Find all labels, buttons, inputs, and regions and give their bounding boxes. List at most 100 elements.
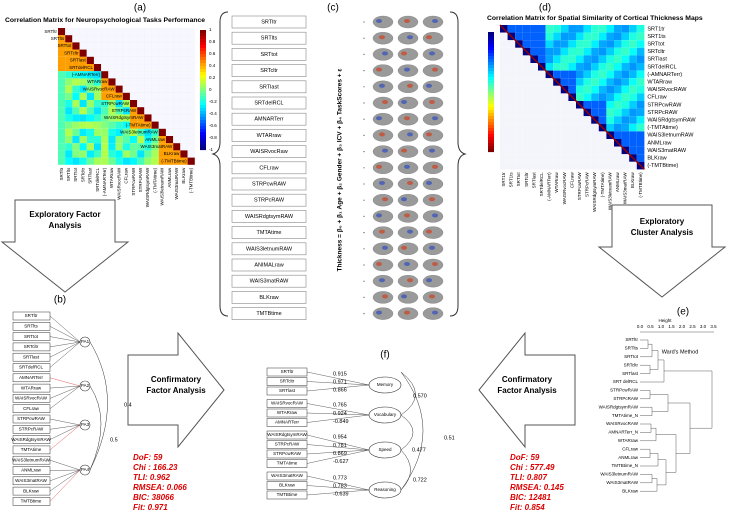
heatmap-cell (94, 157, 102, 165)
heatmap-cell (72, 114, 80, 122)
loading: -0.627 (333, 459, 349, 465)
colorbar-tick: 0.8 (209, 39, 216, 44)
heatmap-cell (151, 63, 159, 72)
heatmap-cell (129, 71, 138, 79)
heatmap-cell (86, 42, 95, 50)
heatmap-cell (165, 78, 174, 86)
heatmap-cell (151, 128, 159, 136)
heatmap-cell (507, 101, 516, 109)
task-box (231, 210, 307, 223)
heatmap-cell (598, 25, 607, 33)
heatmap-cell (108, 92, 116, 100)
colorbar-tick: -1 (209, 147, 213, 152)
heatmap-cell (522, 40, 531, 48)
heatmap-cell (500, 93, 508, 101)
heatmap-cell (583, 139, 592, 147)
axis-tick: 1.0 (658, 324, 665, 329)
heatmap-cell (591, 85, 599, 94)
heatmap-cell (598, 55, 607, 63)
heatmap-cell (522, 123, 531, 132)
heatmap-cell (101, 150, 109, 158)
fit-stat: BIC: 38066 (133, 493, 174, 502)
heatmap-cell (94, 143, 102, 151)
heatmap-cell (629, 139, 637, 147)
heatmap-cell (545, 108, 554, 117)
heatmap-cell (522, 131, 531, 139)
heatmap-cell (545, 131, 554, 139)
indicator-label: WAISRdgtsymRAW (267, 432, 307, 437)
task-box (231, 177, 307, 191)
colorbar (200, 84, 206, 88)
col-label: ANMLraw (167, 167, 172, 188)
heatmap-cell (187, 107, 195, 115)
heatmap-cell (500, 32, 508, 41)
path (49, 385, 81, 399)
heatmap-cell (500, 70, 508, 79)
brain-blob (426, 83, 432, 88)
brain-blob (376, 310, 382, 315)
heatmap-cell (553, 47, 561, 56)
heatmap-cell (507, 154, 516, 162)
heatmap-cell (507, 123, 516, 132)
indicator-label: WAIS3matRAW (271, 473, 303, 478)
heatmap-cell (629, 47, 637, 56)
heatmap-cell (115, 42, 123, 50)
heatmap-cell (507, 25, 516, 33)
heatmap-cell (137, 157, 145, 165)
heatmap-cell (591, 78, 599, 86)
row-label: (-TMTBtime) (647, 163, 678, 169)
heatmap-cell (515, 131, 523, 139)
colorbar (488, 50, 494, 54)
heatmap-cell (621, 131, 630, 139)
heatmap-cell (636, 78, 645, 86)
heatmap-cell (94, 150, 102, 158)
heatmap-cell (65, 85, 73, 93)
task-label: SRTtot (260, 52, 277, 58)
arrow-efa (0, 199, 130, 293)
heatmap-cell (538, 40, 546, 48)
heatmap-cell (560, 40, 569, 48)
heatmap-cell (173, 85, 181, 93)
heatmap-cell (545, 47, 554, 56)
colorbar (200, 33, 206, 37)
indicator-label: WAISRvocRAW (15, 396, 48, 401)
dot (363, 280, 365, 282)
heatmap-cell (173, 42, 181, 50)
path (49, 469, 81, 492)
arrow-label: Confirmatory (151, 375, 202, 384)
colorbar-tick: 0 (209, 87, 212, 92)
heatmap-cell (86, 150, 94, 158)
heatmap-cell (165, 114, 174, 122)
heatmap-cell (166, 136, 174, 144)
heatmap-cell (598, 101, 607, 109)
heatmap-cell (606, 47, 614, 56)
brain-blob (379, 229, 385, 234)
heatmap-cell (158, 136, 166, 144)
heatmap-cell (560, 139, 569, 147)
brain-map (372, 307, 394, 320)
heatmap-cell (180, 150, 188, 158)
heatmap-cell (621, 139, 630, 147)
colorbar (200, 129, 206, 133)
heatmap-cell (576, 108, 584, 117)
heatmap-cell (108, 78, 116, 86)
heatmap-cell (530, 161, 538, 170)
heatmap-cell (122, 78, 131, 86)
heatmap-cell (101, 107, 109, 115)
heatmap-cell (115, 100, 123, 108)
heatmap-cell (515, 70, 523, 79)
heatmap-cell (583, 25, 592, 33)
heatmap-cell (576, 55, 584, 63)
row-label: WTARraw (647, 79, 672, 85)
heatmap-cell (606, 70, 614, 79)
heatmap-cell (101, 114, 109, 122)
task-box (231, 96, 307, 110)
heatmap-cell (515, 55, 523, 63)
heatmap-cell (180, 63, 188, 72)
leaf-label: SRTtot (624, 354, 639, 359)
dot (363, 248, 365, 250)
colorbar (200, 108, 206, 112)
heatmap-cell (115, 143, 123, 151)
heatmap-cell (86, 85, 94, 93)
heatmap-cell (151, 92, 159, 101)
